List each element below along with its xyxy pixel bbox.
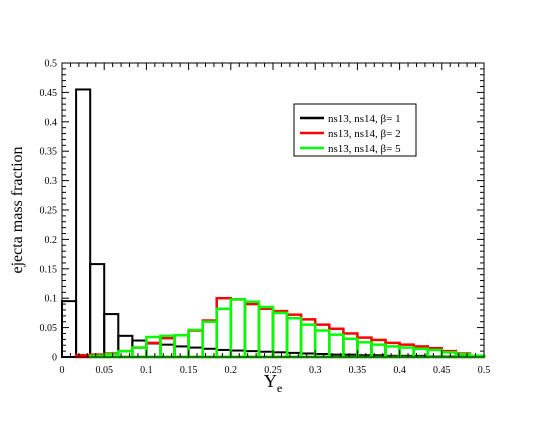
bar xyxy=(173,345,190,358)
bar xyxy=(159,343,176,359)
bar xyxy=(75,88,92,359)
bar xyxy=(159,336,176,359)
x-axis-label: Ye xyxy=(264,371,282,395)
bar xyxy=(229,298,247,359)
bar xyxy=(328,327,345,359)
x-tick-label: 0.1 xyxy=(140,365,153,376)
series-3-bars xyxy=(88,298,486,359)
x-tick-label: 0.45 xyxy=(433,365,451,376)
bar xyxy=(342,332,359,359)
legend-label: ns13, ns14, β= 2 xyxy=(328,128,401,140)
y-tick-label: 0 xyxy=(52,353,57,364)
bar xyxy=(145,342,162,359)
bar xyxy=(440,351,458,359)
bar xyxy=(229,298,247,359)
y-tick-label: 0.5 xyxy=(45,59,58,70)
bar xyxy=(299,323,317,359)
x-axis-label-subscript: e xyxy=(277,381,282,395)
bar xyxy=(271,311,289,359)
x-tick-label: 0.35 xyxy=(349,365,367,376)
bar xyxy=(257,307,275,359)
bar xyxy=(187,346,204,359)
bar xyxy=(131,346,148,359)
bar xyxy=(243,300,261,359)
y-axis-label: ejecta mass fraction xyxy=(9,146,26,273)
y-tick-label: 0.25 xyxy=(40,206,58,217)
x-tick-label: 0.2 xyxy=(225,365,238,376)
y-tick-label: 0.15 xyxy=(40,264,58,275)
x-tick-label: 0.15 xyxy=(180,365,198,376)
bar xyxy=(145,335,162,359)
bar xyxy=(103,313,120,358)
bar xyxy=(117,349,134,359)
legend: ns13, ns14, β= 1 ns13, ns14, β= 2 ns13, ns… xyxy=(293,103,417,157)
bar xyxy=(89,263,106,359)
bar xyxy=(412,347,430,359)
x-tick-label: 0.5 xyxy=(478,365,491,376)
x-tick-label: 0.25 xyxy=(264,365,282,376)
y-tick-label: 0.35 xyxy=(40,147,58,158)
bar xyxy=(356,336,373,359)
bar xyxy=(426,348,444,359)
legend-label: ns13, ns14, β= 5 xyxy=(328,143,401,155)
legend-label: ns13, ns14, β= 1 xyxy=(328,113,401,125)
y-tick-label: 0.45 xyxy=(40,88,58,99)
y-tick-label: 0.1 xyxy=(45,294,58,305)
x-tick-label: 0.05 xyxy=(95,365,113,376)
y-tick-label: 0.05 xyxy=(40,323,58,334)
bar xyxy=(187,329,204,359)
bar xyxy=(271,309,289,359)
x-tick-label: 0 xyxy=(60,365,65,376)
bar xyxy=(145,341,162,359)
bar xyxy=(243,302,261,359)
bar xyxy=(131,346,148,359)
bar xyxy=(187,328,204,359)
bar xyxy=(313,329,331,359)
bar xyxy=(285,316,303,359)
bars-layer xyxy=(61,88,486,359)
y-tick-label: 0.2 xyxy=(45,235,58,246)
bar xyxy=(201,320,219,359)
x-tick-label: 0.4 xyxy=(393,365,406,376)
bar xyxy=(117,334,134,358)
ticks-layer: 0 0.05 0.1 0.15 0.2 0.25 0.3 0.35 0.4 0.45 0.5 0 0.0… xyxy=(40,59,491,377)
x-tick-label: 0.3 xyxy=(309,365,322,376)
y-tick-label: 0.4 xyxy=(45,117,58,128)
bar xyxy=(215,296,233,359)
bar xyxy=(257,305,275,359)
y-tick-label: 0.3 xyxy=(45,176,58,187)
bar xyxy=(201,319,219,359)
bar xyxy=(285,313,303,359)
x-axis-label-main: Y xyxy=(264,371,277,391)
